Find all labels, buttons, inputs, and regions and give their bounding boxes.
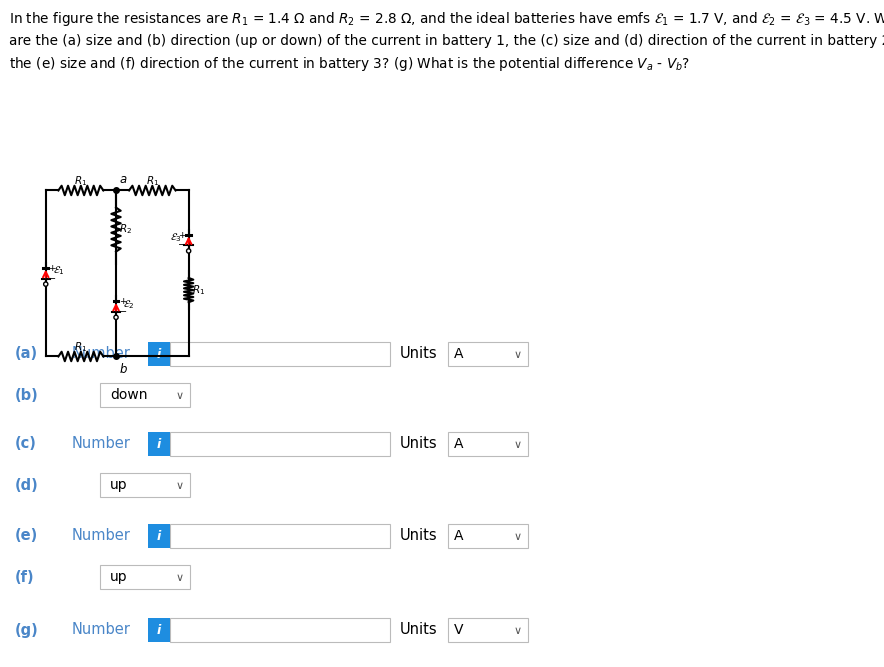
Text: A: A bbox=[454, 347, 463, 361]
Text: +: + bbox=[49, 263, 56, 273]
Text: Units: Units bbox=[400, 622, 438, 638]
Text: Number: Number bbox=[72, 622, 131, 638]
Text: $R_2$: $R_2$ bbox=[119, 223, 133, 237]
Circle shape bbox=[114, 315, 118, 319]
FancyBboxPatch shape bbox=[148, 342, 170, 366]
FancyBboxPatch shape bbox=[170, 432, 390, 456]
FancyBboxPatch shape bbox=[100, 473, 190, 497]
Text: Units: Units bbox=[400, 528, 438, 544]
Text: ∨: ∨ bbox=[176, 573, 184, 583]
Text: ∨: ∨ bbox=[514, 350, 522, 360]
Text: ∨: ∨ bbox=[514, 626, 522, 636]
FancyBboxPatch shape bbox=[448, 432, 528, 456]
Text: A: A bbox=[454, 437, 463, 451]
Text: $R_1$: $R_1$ bbox=[192, 283, 205, 297]
Text: down: down bbox=[110, 388, 148, 402]
Text: i: i bbox=[156, 348, 161, 360]
FancyBboxPatch shape bbox=[170, 618, 390, 642]
FancyBboxPatch shape bbox=[148, 432, 170, 456]
Text: $\mathcal{E}_1$: $\mathcal{E}_1$ bbox=[53, 265, 65, 277]
Text: Number: Number bbox=[72, 346, 131, 362]
Text: ∨: ∨ bbox=[514, 532, 522, 542]
Text: Number: Number bbox=[72, 528, 131, 544]
FancyBboxPatch shape bbox=[148, 524, 170, 548]
Text: up: up bbox=[110, 478, 127, 492]
Text: $a$: $a$ bbox=[118, 173, 127, 185]
Text: −: − bbox=[118, 307, 126, 317]
Text: A: A bbox=[454, 529, 463, 543]
Text: ∨: ∨ bbox=[514, 440, 522, 450]
FancyBboxPatch shape bbox=[170, 524, 390, 548]
Text: (b): (b) bbox=[15, 388, 39, 402]
FancyBboxPatch shape bbox=[170, 342, 390, 366]
Circle shape bbox=[187, 249, 191, 253]
Text: V: V bbox=[454, 623, 463, 637]
Text: i: i bbox=[156, 530, 161, 542]
FancyBboxPatch shape bbox=[448, 618, 528, 642]
Circle shape bbox=[43, 282, 48, 286]
Text: (a): (a) bbox=[15, 346, 38, 362]
Text: $R_1$: $R_1$ bbox=[146, 175, 159, 188]
Text: (f): (f) bbox=[15, 570, 34, 584]
Text: Units: Units bbox=[400, 436, 438, 452]
Text: (g): (g) bbox=[15, 622, 39, 638]
Text: (e): (e) bbox=[15, 528, 38, 544]
Text: (c): (c) bbox=[15, 436, 37, 452]
Text: $R_1$: $R_1$ bbox=[74, 341, 88, 354]
Text: Units: Units bbox=[400, 346, 438, 362]
Text: +: + bbox=[179, 231, 186, 239]
Text: $\mathcal{E}_3$: $\mathcal{E}_3$ bbox=[170, 231, 182, 244]
Text: ∨: ∨ bbox=[176, 481, 184, 491]
Text: ∨: ∨ bbox=[176, 391, 184, 401]
Text: Number: Number bbox=[72, 436, 131, 452]
Text: +: + bbox=[118, 297, 126, 306]
FancyBboxPatch shape bbox=[148, 618, 170, 642]
Text: $b$: $b$ bbox=[118, 362, 127, 376]
Text: In the figure the resistances are $R_1$ = 1.4 Ω and $R_2$ = 2.8 Ω, and the ideal: In the figure the resistances are $R_1$ … bbox=[9, 10, 884, 73]
Text: up: up bbox=[110, 570, 127, 584]
FancyBboxPatch shape bbox=[448, 524, 528, 548]
Text: −: − bbox=[49, 273, 57, 283]
Text: i: i bbox=[156, 438, 161, 450]
Text: $\mathcal{E}_2$: $\mathcal{E}_2$ bbox=[123, 298, 134, 311]
Text: i: i bbox=[156, 624, 161, 636]
Text: (d): (d) bbox=[15, 478, 39, 492]
Text: $R_1$: $R_1$ bbox=[74, 175, 88, 188]
FancyBboxPatch shape bbox=[100, 565, 190, 589]
FancyBboxPatch shape bbox=[100, 383, 190, 407]
Text: −: − bbox=[178, 241, 187, 251]
FancyBboxPatch shape bbox=[448, 342, 528, 366]
